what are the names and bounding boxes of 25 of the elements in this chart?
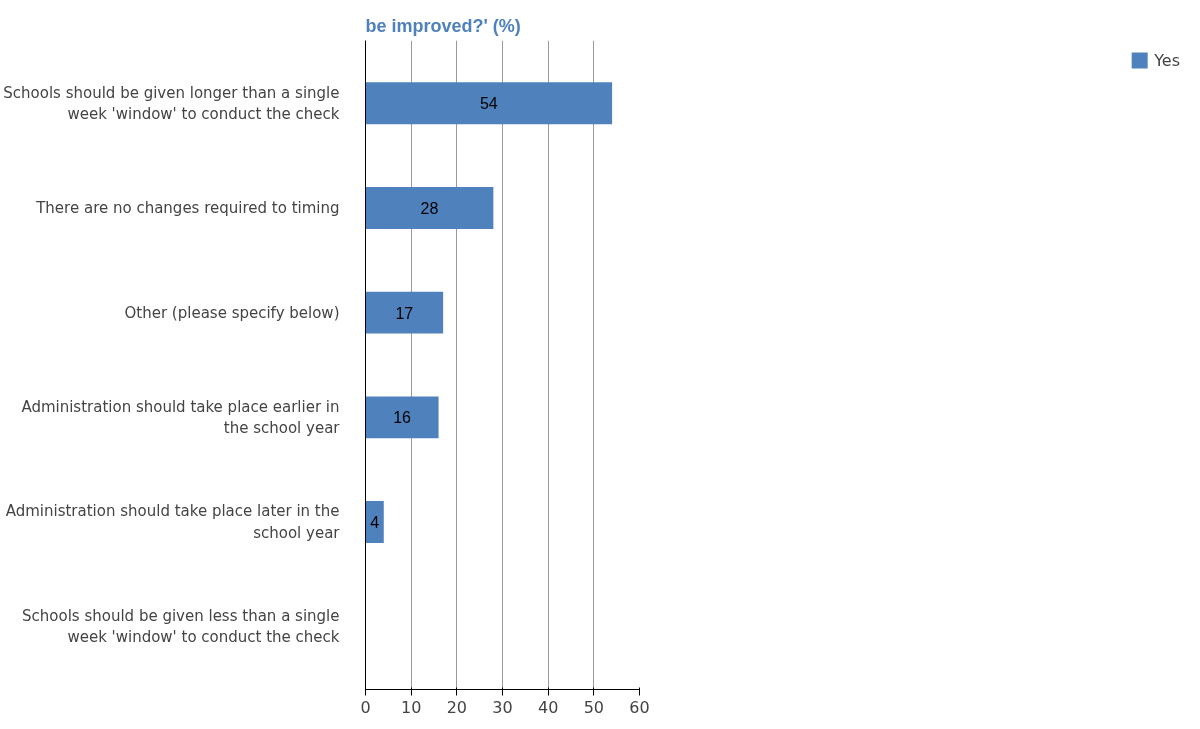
data-label: 28 — [420, 199, 439, 217]
bar — [365, 396, 439, 439]
x-tick-label: 20 — [446, 697, 468, 717]
y-tick-label: Schools should be given less than a single week 'window' to conduct the check — [22, 606, 340, 647]
x-tick-label: 50 — [583, 697, 605, 717]
y-tick-label: Schools should be given longer than a single week 'window' to conduct the check — [3, 83, 340, 124]
bar — [365, 291, 444, 334]
x-tick-label: 60 — [629, 697, 650, 717]
data-label: 4 — [370, 514, 380, 532]
data-label: 54 — [479, 95, 498, 113]
y-tick-label: Administration should take place earlier in the school year — [21, 397, 341, 438]
y-tick-label: There are no changes required to timing — [35, 198, 340, 217]
data-label: 17 — [395, 304, 414, 322]
data-label: 16 — [393, 409, 412, 427]
bar — [365, 501, 384, 543]
x-tick-label: 10 — [400, 697, 422, 717]
legend-label: Yes — [1154, 50, 1180, 70]
chart-title: be improved?' (%) — [365, 15, 521, 36]
y-tick-label: Other (please specify below) — [124, 303, 340, 322]
bar — [365, 82, 613, 125]
x-tick-label: 0 — [360, 697, 371, 717]
bar — [365, 187, 494, 229]
x-tick-label: 40 — [537, 697, 559, 717]
y-tick-label: Administration should take place later in the school year — [5, 502, 341, 542]
x-tick-label: 30 — [492, 697, 513, 717]
